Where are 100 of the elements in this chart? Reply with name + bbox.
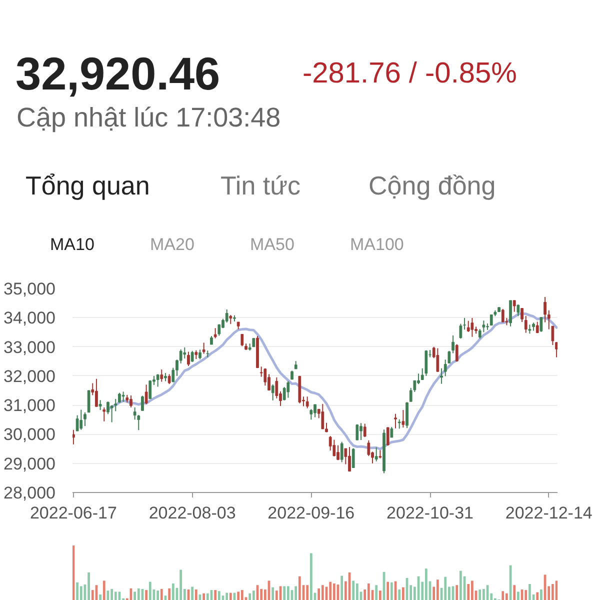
candlestick bbox=[321, 403, 324, 430]
text: Tổng quan bbox=[26, 170, 150, 200]
bar bbox=[340, 576, 344, 600]
candlestick bbox=[509, 300, 512, 327]
candlestick bbox=[72, 429, 75, 445]
candlestick bbox=[470, 317, 474, 338]
x-tick-label: 2022-08-03 bbox=[148, 504, 236, 522]
bar bbox=[402, 587, 404, 600]
bar bbox=[114, 592, 117, 600]
bar bbox=[502, 591, 504, 600]
bar bbox=[555, 580, 558, 600]
bar bbox=[356, 583, 358, 600]
bar bbox=[226, 592, 228, 600]
bar bbox=[471, 580, 474, 600]
legend-label: MA100 bbox=[350, 235, 404, 255]
candlestick bbox=[130, 394, 132, 408]
bar bbox=[102, 580, 106, 600]
candlestick bbox=[87, 390, 90, 413]
bar bbox=[478, 590, 482, 600]
bar bbox=[148, 582, 152, 600]
text: Cập nhật lúc 17:03:48 bbox=[16, 102, 281, 132]
candlestick bbox=[198, 349, 202, 360]
bar bbox=[172, 583, 174, 600]
y-tick-label: 32,000 bbox=[4, 366, 56, 386]
candlestick bbox=[271, 384, 274, 401]
bar bbox=[517, 592, 520, 600]
candlestick bbox=[398, 418, 401, 430]
y-tick-label: 33,000 bbox=[4, 338, 56, 357]
candlestick bbox=[168, 374, 171, 385]
bar bbox=[436, 580, 439, 600]
candlestick bbox=[102, 406, 106, 422]
x-tick-label: 2022-06-17 bbox=[30, 504, 117, 522]
candlestick bbox=[214, 328, 217, 339]
candlestick bbox=[264, 368, 267, 386]
bar bbox=[506, 593, 508, 600]
candlestick bbox=[455, 344, 458, 362]
candlestick bbox=[240, 334, 244, 347]
bar bbox=[524, 590, 528, 600]
bar bbox=[191, 586, 194, 600]
candlestick bbox=[520, 308, 524, 323]
candlestick bbox=[356, 424, 359, 441]
bar bbox=[137, 588, 140, 600]
legend-label: MA50 bbox=[250, 235, 294, 255]
bar bbox=[540, 590, 542, 600]
y-tick-label: 34,000 bbox=[4, 308, 56, 328]
y-tick-label: 29,000 bbox=[4, 454, 56, 474]
bar bbox=[110, 588, 113, 600]
candlestick bbox=[336, 444, 340, 461]
candlestick bbox=[452, 334, 454, 354]
candlestick bbox=[544, 296, 546, 323]
bar bbox=[252, 590, 255, 600]
candlestick bbox=[98, 400, 102, 411]
text: 32,920.46 bbox=[16, 48, 220, 100]
text: Cộng đồng bbox=[368, 170, 496, 200]
bar bbox=[424, 568, 428, 600]
candlestick bbox=[114, 398, 118, 412]
bar bbox=[134, 592, 136, 600]
candlestick bbox=[386, 426, 390, 446]
bar bbox=[272, 587, 274, 600]
candlestick bbox=[275, 376, 278, 399]
candlestick bbox=[160, 369, 164, 382]
y-tick-label: 31,000 bbox=[4, 396, 56, 416]
bar bbox=[310, 553, 312, 600]
candlestick bbox=[390, 426, 394, 438]
candlestick bbox=[332, 439, 336, 457]
bar bbox=[248, 593, 252, 600]
legend-label: MA20 bbox=[150, 235, 194, 255]
bar bbox=[229, 592, 232, 600]
candlestick bbox=[501, 308, 504, 323]
candlestick bbox=[187, 351, 190, 367]
candlestick bbox=[190, 350, 194, 362]
bar bbox=[214, 590, 217, 600]
bar bbox=[456, 585, 458, 600]
candlestick bbox=[555, 342, 558, 358]
candlestick bbox=[459, 323, 462, 340]
bar bbox=[180, 570, 182, 600]
bar bbox=[390, 582, 393, 600]
bar bbox=[80, 586, 82, 600]
bar bbox=[552, 584, 554, 600]
bar bbox=[99, 594, 102, 600]
x-tick-label: 2022-12-14 bbox=[505, 504, 592, 522]
candlestick bbox=[314, 404, 316, 418]
candlestick bbox=[348, 446, 351, 472]
candlestick bbox=[122, 391, 125, 402]
bar bbox=[298, 576, 301, 600]
bar bbox=[218, 591, 220, 600]
candlestick bbox=[406, 402, 408, 429]
candlestick bbox=[402, 410, 405, 428]
y-tick-label: 30,000 bbox=[4, 425, 56, 444]
candlestick bbox=[286, 380, 290, 398]
candlestick bbox=[352, 448, 355, 469]
candlestick bbox=[340, 441, 344, 463]
x-tick-label: 2022-09-16 bbox=[268, 504, 355, 522]
bar bbox=[378, 590, 382, 600]
bar bbox=[536, 592, 539, 600]
candlestick bbox=[141, 395, 144, 412]
candlestick bbox=[306, 396, 309, 409]
text: MA10 bbox=[50, 235, 94, 255]
candlestick bbox=[202, 342, 206, 354]
candlestick bbox=[95, 378, 98, 408]
